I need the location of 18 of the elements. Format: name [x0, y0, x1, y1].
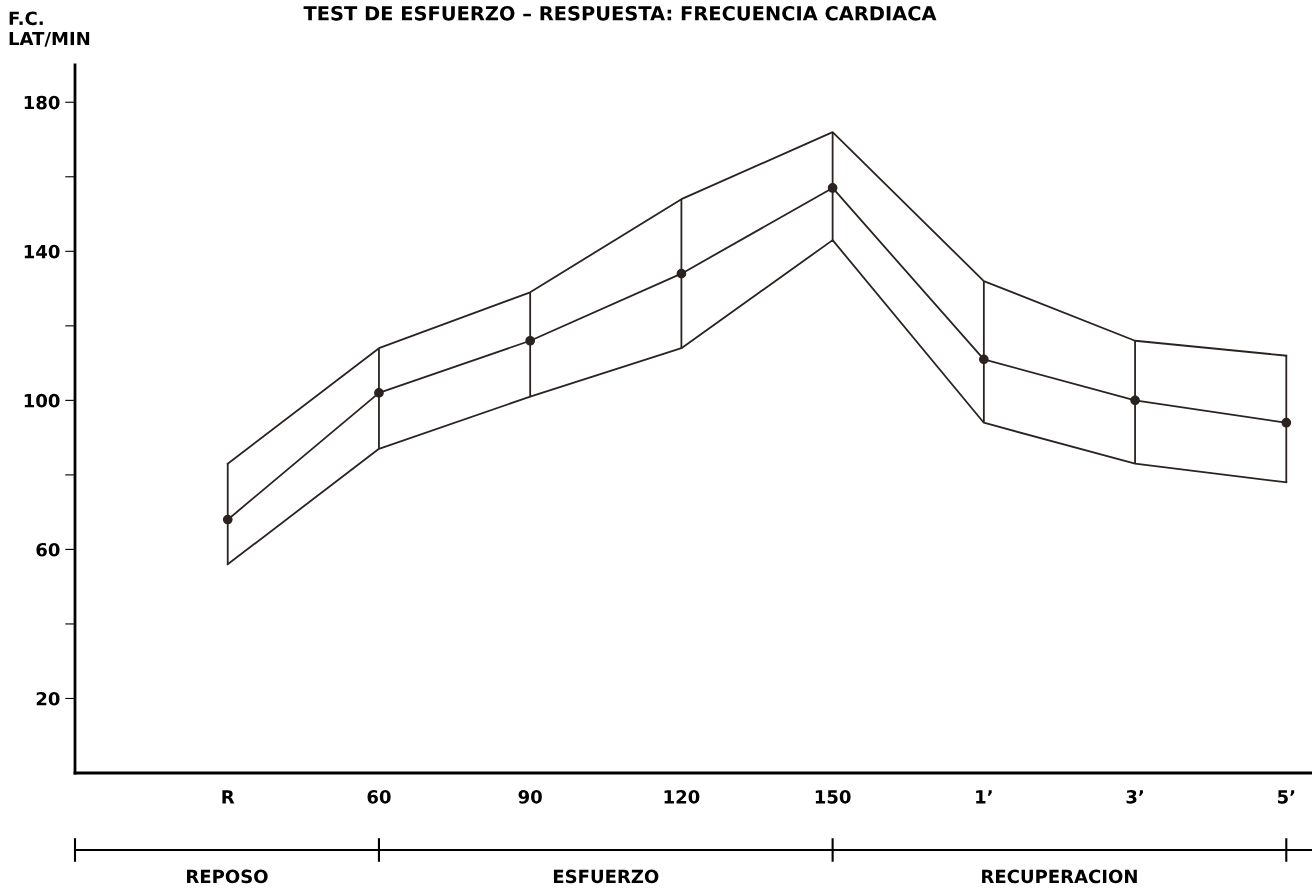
y-tick-label: 180 [24, 95, 60, 110]
x-tick-label: 3’ [1126, 789, 1143, 804]
x-tick-label: 90 [518, 789, 542, 804]
y-axis-title: F.C. LAT/MIN [9, 11, 90, 47]
x-tick-label: R [222, 790, 235, 804]
y-tick-label: 140 [24, 244, 60, 259]
x-tick-label: 1’ [976, 790, 992, 804]
y-tick-label: 100 [24, 393, 60, 408]
text: REPOSO [187, 869, 268, 884]
x-tick-label: 120 [664, 789, 700, 804]
x-tick-label: 5’ [1277, 790, 1295, 804]
text: RECUPERACION [982, 869, 1137, 884]
x-tick-label: 150 [815, 789, 851, 804]
chart-title: TEST DE ESFUERZO – RESPUESTA: FRECUENCIA CARDIACA [303, 5, 937, 21]
y-tick-label: 60 [36, 542, 60, 557]
x-tick-label: 60 [367, 789, 391, 804]
y-tick-label: 20 [36, 691, 60, 706]
text: ESFUERZO [553, 869, 659, 884]
